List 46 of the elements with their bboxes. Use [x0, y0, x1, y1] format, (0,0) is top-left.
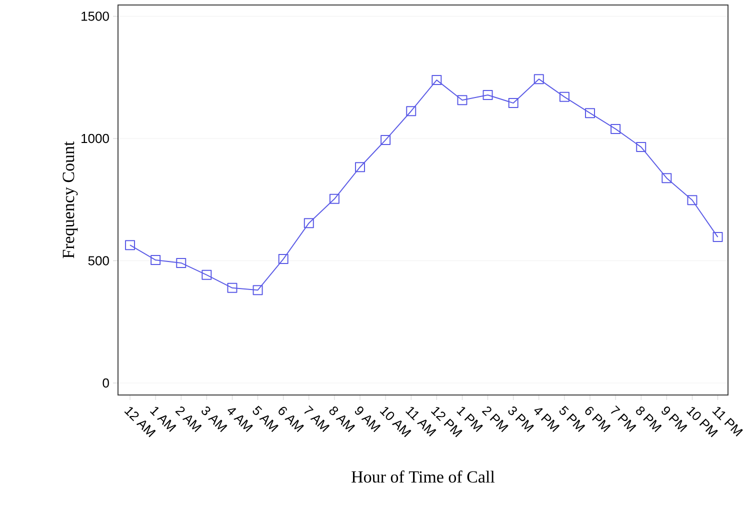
x-tick-label: 4 PM: [534, 408, 560, 432]
point: [329, 194, 340, 204]
x-tick-label: 3 PM: [508, 406, 534, 432]
x-tick-label: 9 AM: [354, 406, 381, 432]
x-axis-title: Hour of Time of Call: [352, 470, 495, 483]
point: [687, 195, 698, 206]
point: [636, 142, 646, 152]
x-tick-label: 2 AM: [175, 406, 202, 432]
point: [508, 98, 518, 108]
x-tick-label: 8 AM: [329, 406, 356, 432]
x-tick-label: 6 AM: [278, 406, 304, 432]
point: [252, 285, 263, 296]
y-tick-label: 0: [102, 378, 109, 388]
point: [202, 270, 212, 280]
point: [380, 134, 391, 145]
point: [662, 173, 672, 184]
x-tick-label: 2 PM: [482, 406, 508, 432]
point: [278, 254, 288, 264]
x-tick-label: 3 AM: [202, 406, 228, 432]
point: [482, 90, 493, 100]
point: [610, 124, 621, 134]
x-tick-label: 6 PM: [585, 406, 611, 432]
point: [227, 282, 238, 293]
point: [125, 240, 136, 250]
point: [585, 108, 596, 118]
point: [406, 106, 416, 116]
point: [432, 75, 442, 86]
y-tick-label: 500: [88, 256, 109, 266]
y-tick-label: 1000: [82, 134, 109, 144]
x-tick-label: 8 PM: [636, 406, 662, 432]
point: [457, 95, 468, 106]
point: [176, 258, 186, 268]
x-tick-label: 4 AM: [228, 408, 253, 432]
x-tick-label: 7 AM: [304, 405, 330, 432]
y-tick-label: 1500: [82, 12, 109, 21]
point: [559, 92, 570, 102]
point: [150, 255, 161, 266]
point: [355, 162, 366, 172]
point: [534, 74, 544, 84]
point: [712, 232, 723, 242]
x-tick-label: 5 AM: [252, 406, 278, 432]
x-tick-label: 5 PM: [559, 406, 586, 432]
x-tick-label: 9 PM: [662, 406, 688, 432]
point: [304, 218, 314, 228]
y-axis-title: Frequency Count: [62, 141, 78, 258]
x-tick-label: 7 PM: [610, 405, 636, 432]
